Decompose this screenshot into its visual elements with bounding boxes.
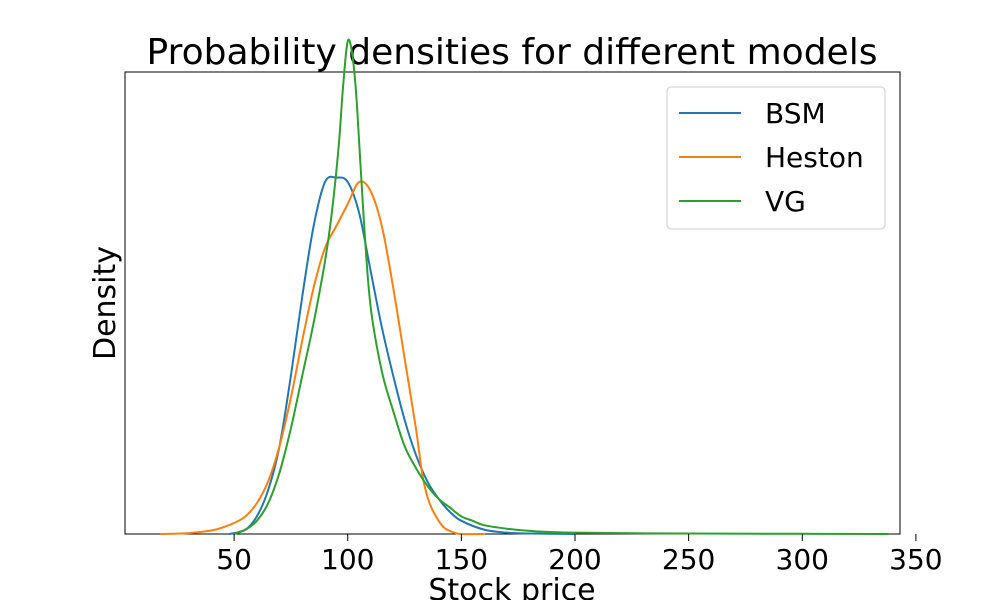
x-axis-ticks: 50 100 150 200 250 300 350: [216, 534, 943, 576]
y-axis-label: Density: [88, 246, 123, 360]
series-line-bsm: [228, 175, 576, 535]
series-line-vg: [233, 38, 890, 535]
x-tick-label: 150: [435, 543, 488, 576]
x-tick-label: 50: [216, 543, 252, 576]
plot-area: [124, 38, 901, 536]
legend-label-vg: VG: [765, 185, 806, 218]
x-axis-label: Stock price: [428, 573, 595, 600]
x-tick-label: 250: [662, 543, 715, 576]
series-line-heston: [160, 180, 486, 536]
legend-box: [666, 86, 886, 230]
x-tick-label: 200: [548, 543, 601, 576]
legend-label-bsm: BSM: [765, 97, 826, 130]
x-tick-label: 350: [889, 543, 942, 576]
x-tick-label: 300: [776, 543, 829, 576]
legend-label-heston: Heston: [765, 141, 864, 174]
chart-title: Probability densities for different mode…: [147, 32, 878, 73]
x-tick-label: 100: [321, 543, 374, 576]
legend: BSM Heston VG: [666, 86, 886, 230]
